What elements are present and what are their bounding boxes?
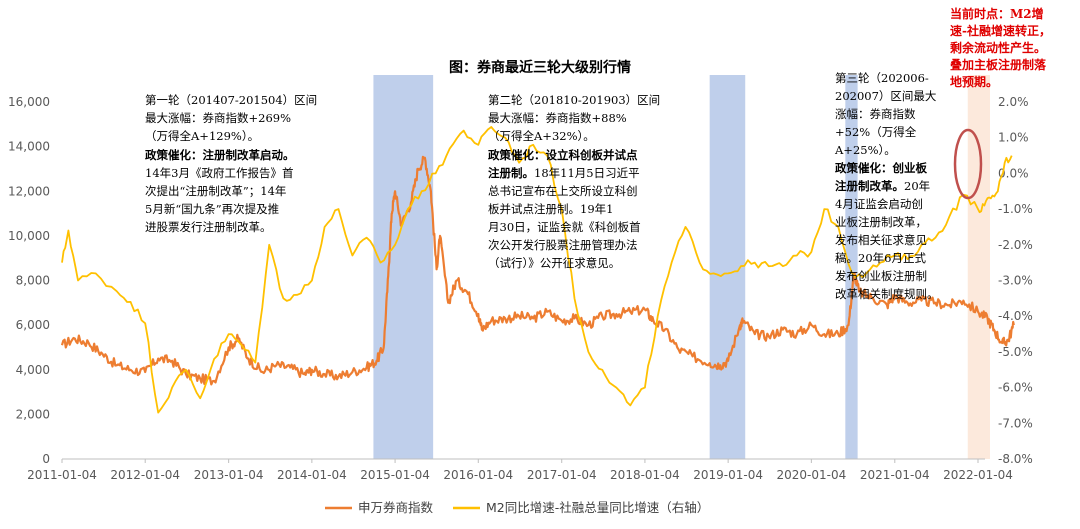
y-right-tick: 0.0% [998,166,1029,180]
y-left-tick: 16,000 [8,95,50,109]
annotation-line: 地预期。 [950,74,998,89]
shaded-periods [373,75,990,459]
annotation-line: 政策催化：设立科创板并试点 [488,148,638,162]
y-right-tick: -8.0% [998,452,1033,466]
annotation-line: 当前时点：M2增 [950,6,1044,21]
x-tick-label: 2020-01-04 [776,468,846,482]
annotation-round3: 第三轮（202006- 202007）区间最大 涨幅：券商指数 +52%（万得全… [834,71,939,301]
annotation-line: （试行）》公开征求意见。 [488,256,620,270]
annotation-line-mixed: 注册制。18年11月5日习近平 [488,166,640,180]
legend: 申万券商指数 M2同比增速-社融总量同比增速（右轴） [325,500,709,515]
x-tick-label: 2018-01-04 [610,468,680,482]
x-tick-label: 2016-01-04 [443,468,513,482]
x-tick-label: 2013-01-04 [194,468,264,482]
annotation-line: 政策催化：注册制改革启动。 [145,148,295,162]
highlight-circle [953,128,983,200]
chart-title: 图：券商最近三轮大级别行情 [449,59,631,76]
annotation-line: 14年3月《政府工作报告》首 [145,166,293,180]
annotation-line: 涨幅：券商指数 [835,107,916,121]
y-right-tick: -1.0% [998,202,1033,216]
y-right-tick: -2.0% [998,238,1033,252]
annotation-line: 第一轮（201407-201504）区间 [145,93,317,107]
legend-label: 申万券商指数 [358,500,434,515]
shaded-period-1 [373,75,434,459]
x-tick-label: 2022-01-04 [943,468,1013,482]
y-right-tick: 2.0% [998,95,1029,109]
shaded-period-2 [709,75,746,459]
annotation-round1: 第一轮（201407-201504）区间 最大涨幅：券商指数+269% （万得全… [145,93,317,234]
annotation-line: 总书记宣布在上交所设立科创 [488,184,638,198]
y-right-tick: -4.0% [998,309,1033,323]
annotation-line: +52%（万得全 [835,125,917,139]
annotation-line: 业板注册制改革， [835,215,927,229]
y-left-tick: 10,000 [8,229,50,243]
annotation-line: 叠加主板注册制落 [950,57,1047,72]
annotation-round2: 第二轮（201810-201903）区间 最大涨幅：券商指数+88% （万得全A… [488,93,660,270]
annotation-line: 发布创业板注册制 [835,269,927,283]
annotation-line: 剩余流动性产生。 [950,40,1046,55]
y-left-tick: 0 [42,452,50,466]
series-line-2 [61,126,1013,414]
x-tick-label: 2012-01-04 [110,468,180,482]
y-left-tick: 14,000 [8,140,50,154]
y-left-tick: 6,000 [16,318,50,332]
shaded-period-3 [845,75,858,459]
y-right-tick: 1.0% [998,131,1029,145]
series-lines [60,126,1015,414]
annotation-line: A+25%）。 [834,143,896,157]
annotation-line: 次公开发行股票注册管理办法 [488,238,638,252]
annotation-line: 稿。20年6月正式 [835,251,926,265]
legend-label: M2同比增速-社融总量同比增速（右轴） [486,500,709,515]
y-left-tick: 2,000 [16,407,50,421]
annotation-line: （万得全A+129%）。 [145,129,259,143]
annotation-line: 政策催化：创业板 [835,161,927,175]
y-right-tick: -7.0% [998,416,1033,430]
annotation-line: 最大涨幅：券商指数+269% [145,111,291,125]
x-tick-label: 2019-01-04 [693,468,763,482]
y-right-tick: -3.0% [998,274,1033,288]
annotation-line: 202007）区间最大 [835,89,937,103]
annotation-current: 当前时点：M2增 速-社融增速转正， 剩余流动性产生。 叠加主板注册制落 地预期… [950,6,1051,89]
y-left-tick: 12,000 [8,184,50,198]
annotation-line: 最大涨幅：券商指数+88% [488,111,627,125]
x-tick-label: 2021-01-04 [860,468,930,482]
y-right-tick: -5.0% [998,345,1033,359]
annotation-line: 进股票发行注册制改革。 [145,220,272,234]
annotation-line: 第三轮（202006- [835,71,929,85]
x-tick-label: 2015-01-04 [360,468,430,482]
annotation-line: 4月证监会启动创 [835,197,923,211]
y-left-tick: 4,000 [16,363,50,377]
y-right-tick: -6.0% [998,381,1033,395]
y-left-tick: 8,000 [16,274,50,288]
annotation-line: （万得全A+32%）。 [488,129,595,143]
annotation-line: 第二轮（201810-201903）区间 [488,93,660,107]
shaded-period-4 [967,75,990,459]
x-tick-label: 2014-01-04 [277,468,347,482]
annotation-line: 月30日，证监会就《科创板首 [488,220,641,234]
annotation-line: 次提出“注册制改革”；14年 [145,184,286,198]
annotation-line: 发布相关征求意见 [835,233,927,247]
x-tick-label: 2017-01-04 [527,468,597,482]
series-line-1 [60,155,1015,386]
annotation-line: 速-社融增速转正， [950,23,1051,38]
annotation-line: 5月新“国九条”再次提及推 [145,202,279,216]
annotation-line: 板并试点注册制。19年1 [488,202,613,216]
annotation-line: 改革相关制度规则。 [835,287,939,301]
annotation-line-mixed: 注册制改革。20年 [835,179,930,193]
axes: 0 2,000 4,000 6,000 8,000 10,000 12,000 14,000 1… [8,95,1033,482]
x-tick-label: 2011-01-04 [27,468,97,482]
